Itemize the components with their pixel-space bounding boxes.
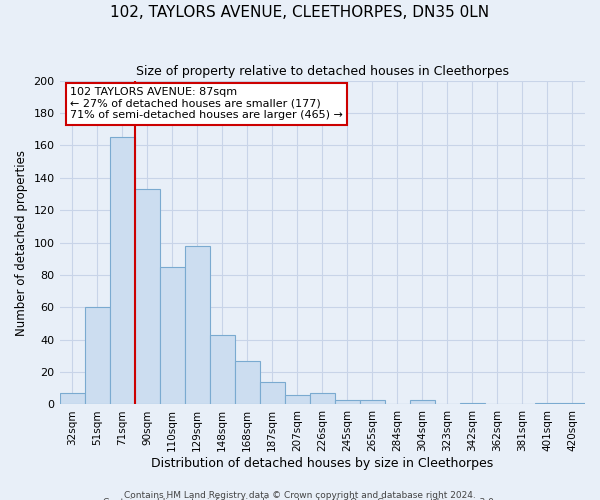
Bar [285,394,310,404]
Bar [134,189,160,404]
Title: Size of property relative to detached houses in Cleethorpes: Size of property relative to detached ho… [136,65,509,78]
Bar [209,335,235,404]
Bar [335,400,360,404]
Bar [560,403,585,404]
Bar [535,403,560,404]
Text: Contains HM Land Registry data © Crown copyright and database right 2024.: Contains HM Land Registry data © Crown c… [124,490,476,500]
Text: 102 TAYLORS AVENUE: 87sqm
← 27% of detached houses are smaller (177)
71% of semi: 102 TAYLORS AVENUE: 87sqm ← 27% of detac… [70,87,343,120]
Bar [410,400,435,404]
Text: 102, TAYLORS AVENUE, CLEETHORPES, DN35 0LN: 102, TAYLORS AVENUE, CLEETHORPES, DN35 0… [110,5,490,20]
X-axis label: Distribution of detached houses by size in Cleethorpes: Distribution of detached houses by size … [151,457,493,470]
Bar [110,137,134,404]
Bar [260,382,285,404]
Text: Contains public sector information licensed under the Open Government Licence v3: Contains public sector information licen… [103,498,497,500]
Bar [235,360,260,405]
Y-axis label: Number of detached properties: Number of detached properties [15,150,28,336]
Bar [160,267,185,404]
Bar [85,308,110,404]
Bar [360,400,385,404]
Bar [185,246,209,404]
Bar [59,393,85,404]
Bar [310,393,335,404]
Bar [460,403,485,404]
